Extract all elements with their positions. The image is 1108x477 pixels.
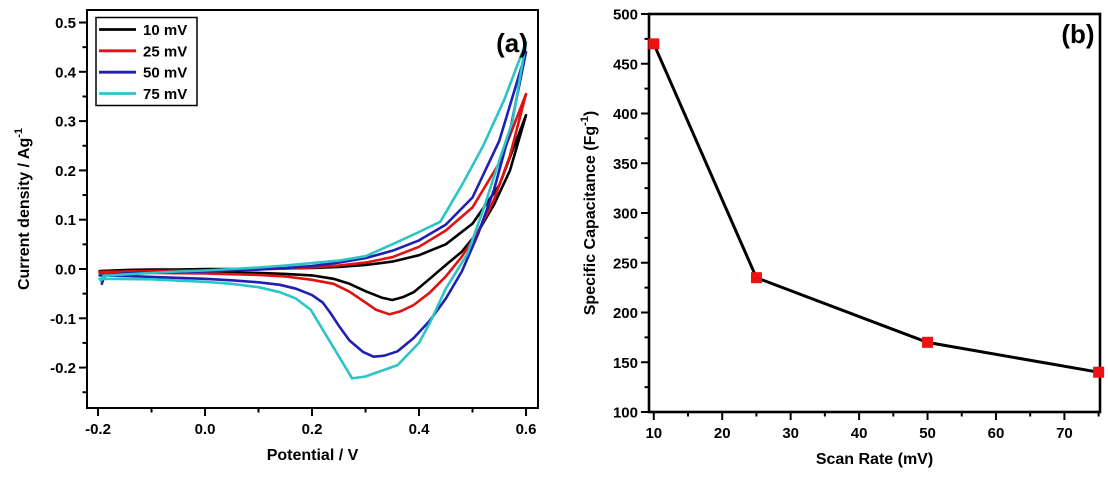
cv-chart-panel-a: -0.2 0.0 0.2 0.4 0.6 -0.2 -0.1 0.0 0.1 0.2 0.3 0.4 0…: [13, 9, 539, 464]
y-axis-tick-label: 0.2: [55, 163, 76, 180]
series-line-50-mV: [98, 50, 528, 358]
y-axis-tick-label: 0.3: [55, 114, 76, 131]
y-axis-tick-label: 0.4: [55, 64, 77, 81]
y-axis-tick-label: 0.5: [55, 15, 76, 32]
panel-label: (b): [1061, 19, 1094, 49]
x-axis-tick-label: 30: [782, 425, 799, 442]
x-axis-tick-label: 0.6: [516, 421, 537, 438]
data-point-marker: [750, 272, 762, 284]
plot-frame: [647, 12, 1102, 414]
legend-label: 75 mV: [143, 86, 187, 103]
legend-label: 25 mV: [143, 43, 187, 60]
y-axis-tick-label: 300: [613, 206, 638, 223]
y-axis-tick-label: -0.2: [50, 360, 76, 377]
x-axis-tick-label: 20: [714, 425, 731, 442]
y-axis-tick-label: 250: [613, 255, 638, 272]
series-line-75-mV: [98, 40, 528, 380]
x-axis-tick-label: 40: [851, 425, 868, 442]
x-axis-tick-label: 0.2: [302, 421, 323, 438]
legend-box: [95, 16, 198, 107]
x-axis-tick-label: 10: [645, 425, 662, 442]
y-axis-title: Specific Capacitance (Fg-1): [579, 111, 599, 316]
legend-label: 10 mV: [143, 22, 187, 39]
x-axis-tick-label: 60: [988, 425, 1005, 442]
x-axis-title: Scan Rate (mV): [816, 451, 933, 468]
x-axis-tick-label: 70: [1056, 425, 1073, 442]
y-axis-title: Current density / Ag-1: [13, 128, 33, 290]
data-point-marker: [648, 38, 660, 50]
data-point-marker: [1093, 366, 1105, 378]
x-axis-tick-label: -0.2: [85, 421, 111, 438]
y-axis-tick-label: 150: [613, 355, 638, 372]
x-axis-tick-label: 50: [919, 425, 936, 442]
y-axis-tick-label: 200: [613, 305, 638, 322]
x-axis-tick-label: 0.4: [409, 421, 431, 438]
y-axis-tick-label: -0.1: [50, 311, 76, 328]
x-axis-tick-label: 0.0: [195, 421, 216, 438]
panel-label: (a): [496, 28, 528, 58]
data-point-marker: [922, 336, 934, 348]
y-axis-tick-label: 400: [613, 106, 638, 123]
legend-label: 50 mV: [143, 65, 187, 82]
y-axis-tick-label: 450: [613, 56, 638, 73]
x-axis-title: Potential / V: [267, 447, 359, 464]
y-axis-tick-label: 100: [613, 405, 638, 422]
capacitance-chart-panel-b: 10 20 30 40 50 60 70 100 150 200 250 300 350 400 450 50…: [579, 7, 1105, 468]
series-line-Specific-capacitance: [652, 42, 1101, 374]
y-axis-tick-label: 0.1: [55, 212, 76, 229]
y-axis-tick-label: 500: [613, 7, 638, 24]
y-axis-tick-label: 0.0: [55, 261, 76, 278]
y-axis-tick-label: 350: [613, 156, 638, 173]
